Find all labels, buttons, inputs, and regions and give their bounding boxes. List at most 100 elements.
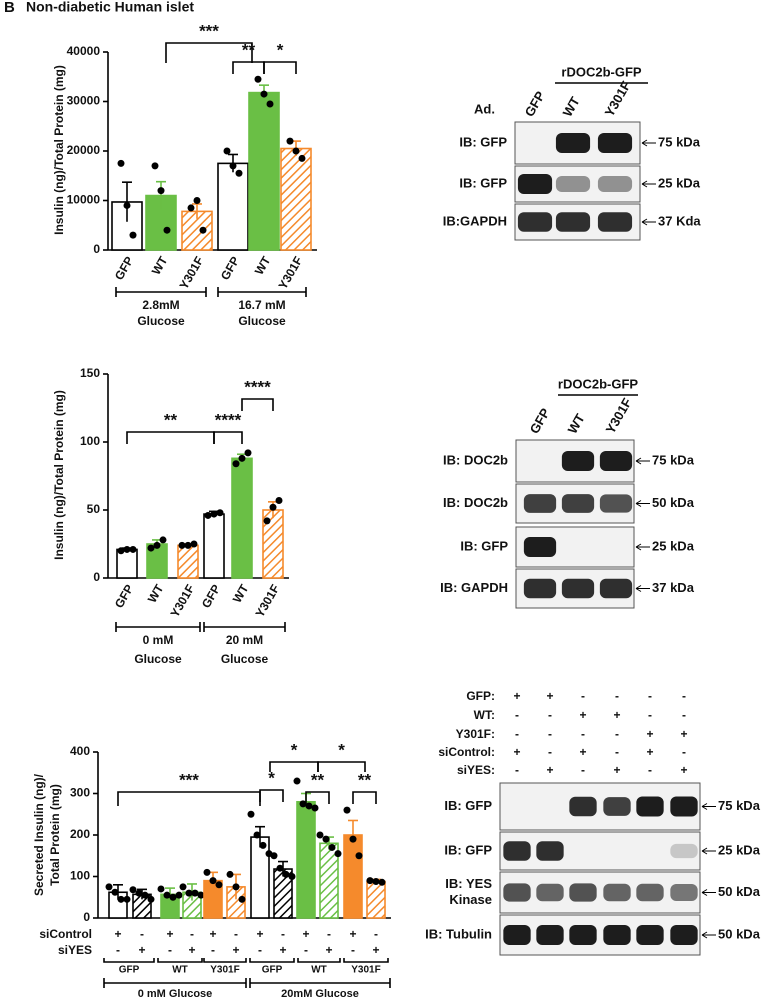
significance-label: ** <box>311 770 325 789</box>
significance-label: **** <box>215 410 242 429</box>
data-point <box>157 187 165 195</box>
data-point <box>244 449 252 457</box>
blot-band <box>555 133 591 153</box>
data-point <box>235 169 243 177</box>
subgroup-label: WT <box>311 965 327 976</box>
x-tick-label: WT <box>145 582 167 606</box>
lanes-title: Ad. <box>474 101 495 116</box>
y-tick-label: 400 <box>70 744 90 758</box>
row-mark: + <box>209 927 216 941</box>
size-label: 75 kDa <box>658 134 701 149</box>
significance-bracket <box>263 61 297 74</box>
size-arrow <box>701 931 716 939</box>
data-point <box>197 891 205 899</box>
data-point <box>169 893 177 901</box>
blot-panel <box>499 831 701 871</box>
condition-mark: - <box>648 689 652 703</box>
data-point <box>199 226 207 234</box>
bar <box>366 880 386 919</box>
data-point <box>305 802 313 810</box>
row-mark: - <box>211 943 215 957</box>
blot-band <box>503 925 531 945</box>
data-point <box>151 162 159 170</box>
significance-label: *** <box>199 21 219 40</box>
row-mark: + <box>138 943 145 957</box>
data-point <box>263 517 271 525</box>
blot-band <box>569 925 597 945</box>
data-point <box>123 201 131 209</box>
subgroup-bracket <box>343 958 389 963</box>
row-mark: - <box>168 943 172 957</box>
x-tick-label: GFP <box>218 254 242 282</box>
data-point <box>178 541 186 549</box>
data-point <box>293 777 301 785</box>
data-point <box>179 883 187 891</box>
data-point <box>215 881 223 889</box>
x-tick-label: WT <box>252 254 274 278</box>
condition-label: WT: <box>474 708 495 722</box>
data-point <box>260 90 268 98</box>
bar <box>296 800 316 919</box>
data-point <box>153 541 161 549</box>
data-point <box>175 891 183 899</box>
data-point <box>378 878 386 886</box>
data-point <box>129 545 137 553</box>
significance-bracket <box>117 791 261 806</box>
row-mark: + <box>188 943 195 957</box>
size-arrow <box>635 585 650 592</box>
data-point <box>343 806 351 814</box>
significance-bracket <box>165 42 253 63</box>
blot-row-label: IB: DOC2b <box>443 495 508 510</box>
blot-band <box>555 212 591 232</box>
blot-band <box>523 494 557 513</box>
size-arrow <box>641 180 656 188</box>
bar <box>177 544 199 579</box>
condition-mark: - <box>581 763 585 777</box>
y-tick-label: 40000 <box>67 44 101 58</box>
blot-band <box>597 175 633 193</box>
row-mark: - <box>327 927 331 941</box>
blot-row-label: Kinase <box>449 892 492 907</box>
condition-mark: + <box>513 689 520 703</box>
data-point <box>299 800 307 808</box>
x-tick-label: Y301F <box>177 254 207 292</box>
condition-mark: - <box>515 727 519 741</box>
y-axis-title: Insulin (ng)/Total Protein (mg) <box>52 390 66 560</box>
data-point <box>123 895 131 903</box>
blot-row-label: IB: GAPDH <box>440 580 508 595</box>
condition-mark: - <box>648 708 652 722</box>
subgroup-bracket <box>297 958 341 963</box>
size-label: 25 kDa <box>652 538 695 553</box>
size-label: 37 Kda <box>658 213 701 228</box>
row-mark: + <box>325 943 332 957</box>
blot-row-label: IB: YES <box>445 876 492 891</box>
x-tick-label: WT <box>149 254 171 278</box>
bar <box>217 162 249 251</box>
blot-row-label: IB: GFP <box>459 134 507 149</box>
data-point <box>117 159 125 167</box>
data-point <box>259 841 267 849</box>
condition-mark: - <box>515 708 519 722</box>
condition-label: siYES: <box>457 763 495 777</box>
size-arrow <box>635 457 650 465</box>
x-tick-label: GFP <box>199 582 223 610</box>
row-mark: - <box>140 927 144 941</box>
data-point <box>123 545 131 553</box>
data-point <box>117 547 125 555</box>
data-point <box>190 540 198 548</box>
data-point <box>191 889 199 897</box>
row-label: siYES <box>58 943 92 957</box>
significance-label: * <box>291 740 298 759</box>
group-label: 16.7 mM <box>238 298 285 312</box>
blot-band <box>523 578 557 599</box>
data-point <box>203 868 211 876</box>
blot-band <box>555 175 591 193</box>
lane-label: WT <box>565 411 588 436</box>
group-bracket <box>249 978 391 988</box>
row-mark: + <box>302 927 309 941</box>
condition-mark: - <box>682 708 686 722</box>
data-point <box>117 895 125 903</box>
significance-bracket <box>126 431 215 444</box>
condition-mark: - <box>615 689 619 703</box>
y-tick-label: 300 <box>70 786 90 800</box>
